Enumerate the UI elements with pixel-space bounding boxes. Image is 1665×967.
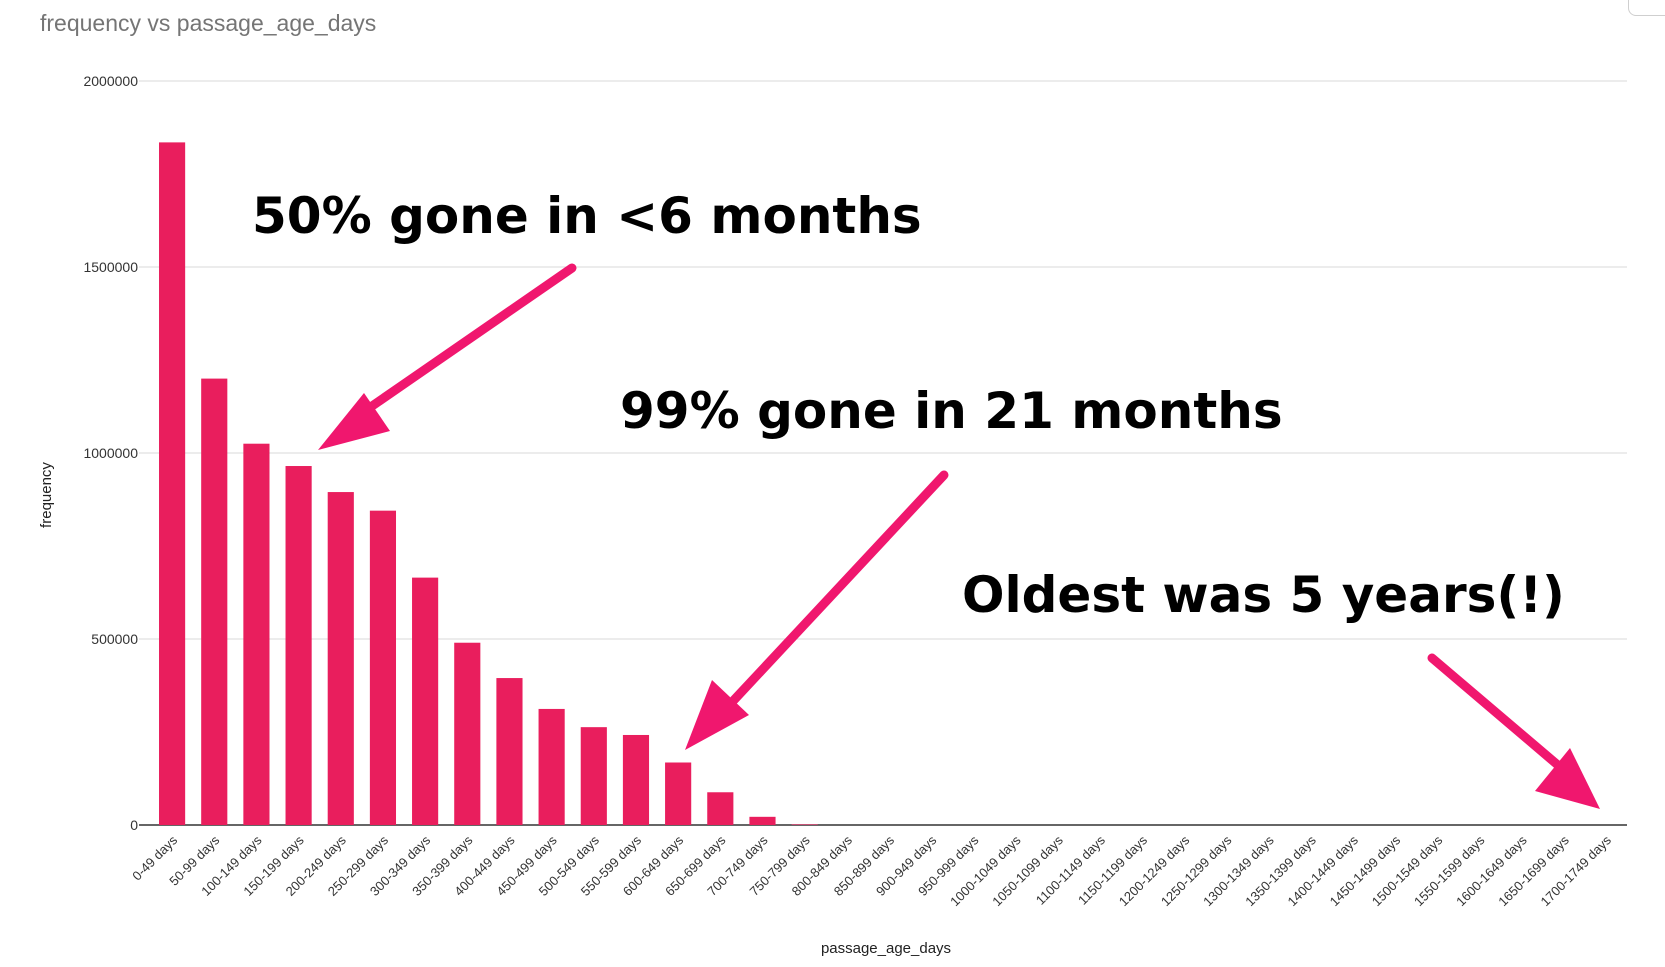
annotation-1-text: 50% gone in <6 months bbox=[252, 187, 922, 245]
annotation-2: 99% gone in 21 months bbox=[620, 382, 1283, 750]
annotation-3-text: Oldest was 5 years(!) bbox=[962, 566, 1565, 624]
bar bbox=[749, 816, 776, 825]
bar bbox=[707, 792, 734, 825]
bars bbox=[159, 142, 818, 825]
bar bbox=[496, 678, 523, 825]
y-tick-label: 1000000 bbox=[83, 445, 138, 461]
annotation-3-arrow bbox=[1427, 653, 1600, 809]
bar bbox=[580, 727, 607, 825]
bar bbox=[412, 577, 439, 825]
y-axis-ticks: 0 500000 1000000 1500000 2000000 bbox=[83, 73, 138, 833]
annotation-3: Oldest was 5 years(!) bbox=[962, 566, 1600, 809]
y-tick-label: 2000000 bbox=[83, 73, 138, 89]
bar bbox=[327, 492, 354, 825]
annotation-1: 50% gone in <6 months bbox=[252, 187, 922, 450]
chart-title: frequency vs passage_age_days bbox=[40, 10, 377, 36]
bar bbox=[454, 642, 481, 825]
y-tick-label: 1500000 bbox=[83, 259, 138, 275]
bar bbox=[243, 443, 270, 825]
bar bbox=[791, 824, 818, 825]
bar bbox=[201, 378, 228, 825]
bar bbox=[622, 734, 650, 825]
bar bbox=[159, 142, 186, 825]
y-tick-label: 0 bbox=[130, 817, 138, 833]
y-tick-label: 500000 bbox=[91, 631, 138, 647]
bar bbox=[665, 762, 692, 825]
y-axis-label: frequency bbox=[38, 462, 55, 528]
annotation-2-text: 99% gone in 21 months bbox=[620, 382, 1283, 440]
annotation-1-arrow bbox=[318, 263, 577, 450]
chart-menu-button[interactable] bbox=[1628, 0, 1665, 16]
bar bbox=[369, 510, 397, 825]
x-axis-label: passage_age_days bbox=[821, 940, 951, 957]
bar bbox=[285, 466, 312, 825]
annotation-2-arrow bbox=[685, 470, 949, 750]
bar bbox=[538, 708, 565, 825]
